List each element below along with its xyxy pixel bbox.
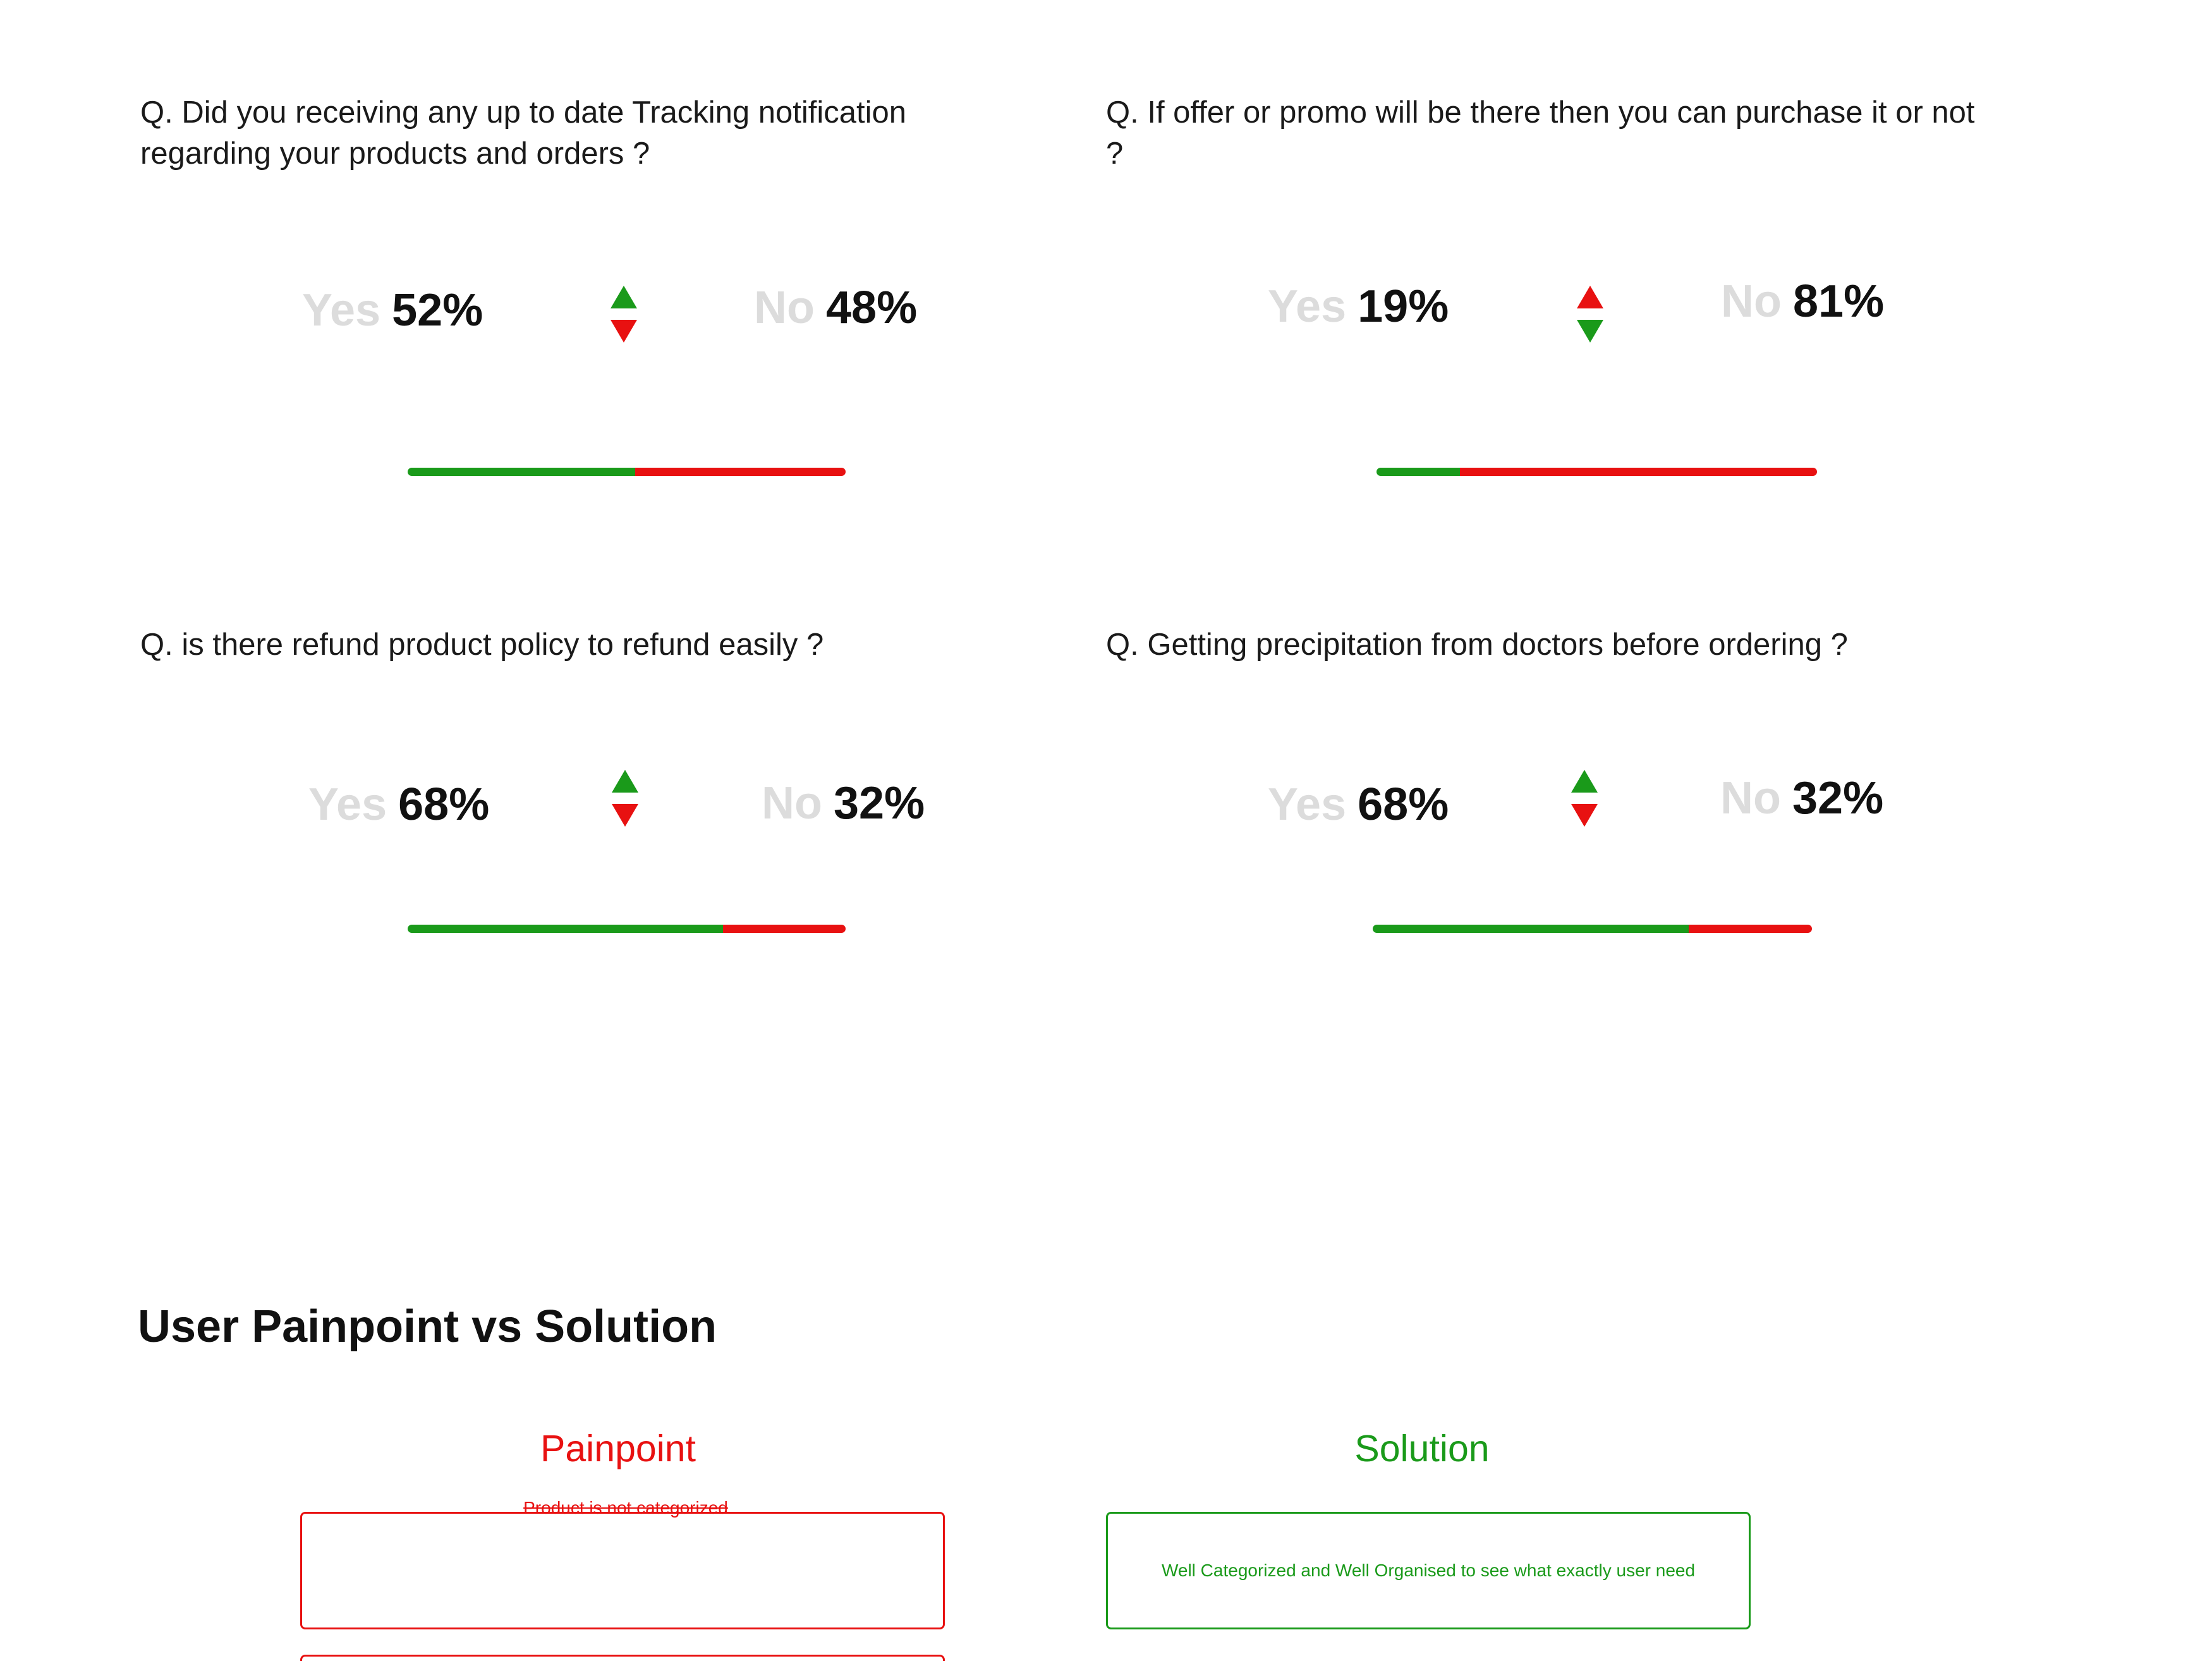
solution-text: Well Categorized and Well Organised to s… [1161,1561,1696,1580]
arrow-down-icon [1577,320,1603,343]
result-bar-promo [1376,468,1817,476]
trend-arrows-icon [611,770,640,830]
result-bar-prescription [1373,925,1812,933]
result-bar-yes-fill [408,468,636,476]
arrow-up-icon [611,286,637,308]
trend-arrows-icon [1570,770,1599,830]
no-value: 81% [1792,276,1885,327]
result-bar-yes-fill [1373,925,1689,933]
solution-heading: Solution [1354,1428,1490,1469]
result-bar-no-fill [1460,468,1817,476]
result-bar-tracking [408,468,846,476]
result-bar-no-fill [722,925,846,933]
yes-result-tracking: Yes 52% [302,284,483,336]
arrow-up-icon [612,770,638,793]
arrow-down-icon [612,804,638,827]
yes-label: Yes [1268,779,1347,830]
yes-value: 52% [392,285,483,336]
survey-question-promo: Q. If offer or promo will be there then … [1106,95,1975,171]
arrow-down-icon [1571,804,1598,827]
yes-value: 19% [1358,281,1449,332]
yes-label: Yes [1268,281,1347,332]
result-bar-yes-fill [408,925,723,933]
no-label: No [1721,276,1782,327]
section-title: User Painpoint vs Solution [138,1301,717,1352]
painpoint-card [300,1512,945,1629]
yes-label: Yes [308,779,387,830]
yes-result-prescription: Yes 68% [1268,779,1449,830]
no-label: No [754,283,815,333]
no-value: 32% [1792,773,1884,824]
painpoint-heading: Painpoint [540,1428,696,1469]
no-result-prescription: No 32% [1720,772,1883,824]
painpoint-card-next [300,1655,945,1661]
arrow-down-icon [611,320,637,343]
survey-question-refund: Q. is there refund product policy to ref… [140,628,824,662]
no-value: 32% [833,778,925,829]
result-bar-yes-fill [1376,468,1461,476]
trend-arrows-icon [609,286,638,346]
no-result-refund: No 32% [762,777,925,829]
survey-question-tracking: Q. Did you receiving any up to date Trac… [140,95,907,171]
result-bar-no-fill [635,468,846,476]
no-label: No [1720,773,1781,824]
no-result-tracking: No 48% [754,282,917,334]
survey-question-prescription: Q. Getting precipitation from doctors be… [1106,628,1848,662]
arrow-up-icon [1577,286,1603,308]
yes-value: 68% [1358,779,1449,830]
result-bar-no-fill [1689,925,1812,933]
trend-arrows-icon [1576,286,1605,346]
yes-result-promo: Yes 19% [1268,281,1449,332]
no-label: No [762,778,822,829]
yes-value: 68% [398,779,490,830]
painpoint-text: Product is not categorized [523,1498,728,1518]
result-bar-refund [408,925,846,933]
arrow-up-icon [1571,770,1598,793]
yes-result-refund: Yes 68% [308,779,489,830]
no-value: 48% [825,283,918,333]
yes-label: Yes [302,285,381,336]
no-result-promo: No 81% [1721,276,1884,327]
solution-card: Well Categorized and Well Organised to s… [1106,1512,1751,1629]
